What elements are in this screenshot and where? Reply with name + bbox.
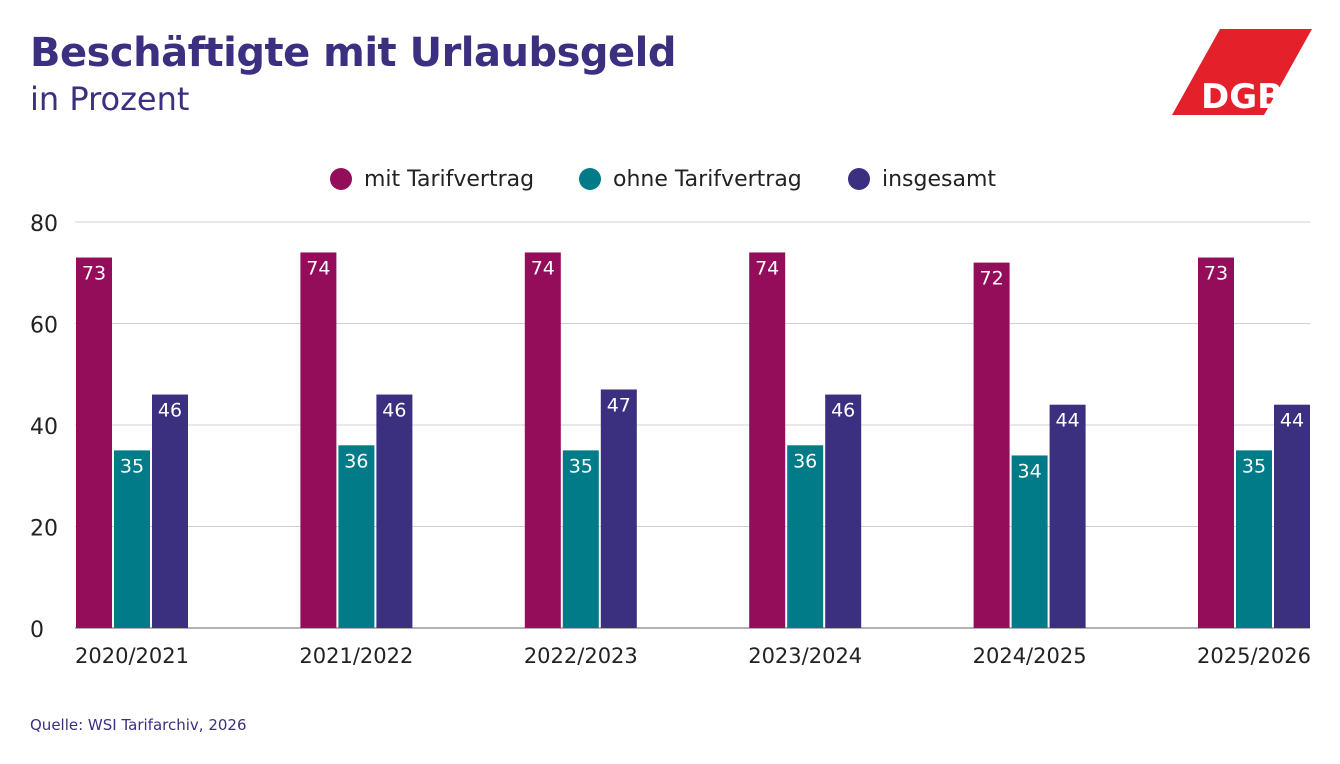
legend-item-insgesamt: insgesamt — [848, 164, 996, 194]
legend-swatch — [579, 168, 601, 190]
data-label: 72 — [980, 268, 1004, 290]
bar — [749, 252, 786, 628]
bar — [152, 394, 188, 628]
dgb-logo-parallelogram — [1172, 29, 1312, 115]
data-label: 36 — [344, 450, 368, 472]
x-tick-label: 2022/2023 — [524, 644, 638, 668]
data-label: 46 — [831, 400, 855, 422]
bar — [600, 389, 637, 628]
y-tick-label: 0 — [30, 618, 44, 643]
bar — [338, 445, 375, 628]
data-label: 35 — [569, 455, 593, 477]
x-tick-label: 2025/2026 — [1197, 644, 1311, 668]
dgb-logo: DGB — [1172, 29, 1312, 115]
y-tick-label: 80 — [30, 212, 58, 237]
bar — [1198, 257, 1234, 628]
bar — [1274, 404, 1310, 628]
bar — [825, 394, 862, 628]
bar-chart: 0 20 40 60 80 73 35 46 2020/2021 74 36 46 2021/2022 7… — [30, 212, 1311, 668]
data-label: 73 — [82, 263, 106, 285]
data-label: 35 — [1242, 455, 1266, 477]
x-tick-label: 2021/2022 — [299, 644, 413, 668]
bar — [524, 252, 561, 628]
legend-swatch — [330, 168, 352, 190]
bar — [76, 257, 112, 628]
bar — [300, 252, 337, 628]
bar — [1049, 404, 1086, 628]
bar — [1011, 455, 1048, 628]
bar — [114, 450, 150, 628]
data-label: 74 — [306, 257, 330, 279]
bar — [1236, 450, 1272, 628]
data-label: 46 — [158, 400, 182, 422]
data-label: 36 — [793, 450, 817, 472]
data-label: 74 — [755, 257, 779, 279]
chart-legend: mit Tarifvertrag ohne Tarifvertrag insge… — [0, 160, 1340, 200]
data-label: 44 — [1280, 410, 1304, 432]
bar — [376, 394, 413, 628]
bar — [973, 262, 1010, 628]
data-label: 73 — [1204, 263, 1228, 285]
data-label: 34 — [1018, 460, 1042, 482]
data-label: 74 — [531, 257, 555, 279]
y-tick-label: 60 — [30, 314, 58, 339]
legend-swatch — [848, 168, 870, 190]
source-note: Quelle: WSI Tarifarchiv, 2026 — [30, 716, 247, 734]
bar — [562, 450, 599, 628]
legend-label: mit Tarifvertrag — [364, 166, 535, 192]
chart-title: Beschäftigte mit Urlaubsgeld — [30, 30, 677, 76]
y-tick-label: 20 — [30, 517, 58, 542]
legend-item-mit-tarifvertrag: mit Tarifvertrag — [330, 164, 534, 194]
data-label: 47 — [607, 394, 631, 416]
dgb-logo-text: DGB — [1201, 77, 1283, 115]
legend-item-ohne-tarifvertrag: ohne Tarifvertrag — [579, 164, 802, 194]
data-label: 46 — [382, 400, 406, 422]
data-label: 35 — [120, 455, 144, 477]
x-tick-label: 2020/2021 — [75, 644, 189, 668]
x-tick-label: 2023/2024 — [748, 644, 862, 668]
legend-label: insgesamt — [882, 166, 997, 192]
chart-subtitle: in Prozent — [30, 80, 190, 118]
legend-label: ohne Tarifvertrag — [613, 166, 802, 192]
data-label: 44 — [1056, 410, 1080, 432]
y-tick-label: 40 — [30, 415, 58, 440]
x-tick-label: 2024/2025 — [973, 644, 1087, 668]
bar — [787, 445, 824, 628]
